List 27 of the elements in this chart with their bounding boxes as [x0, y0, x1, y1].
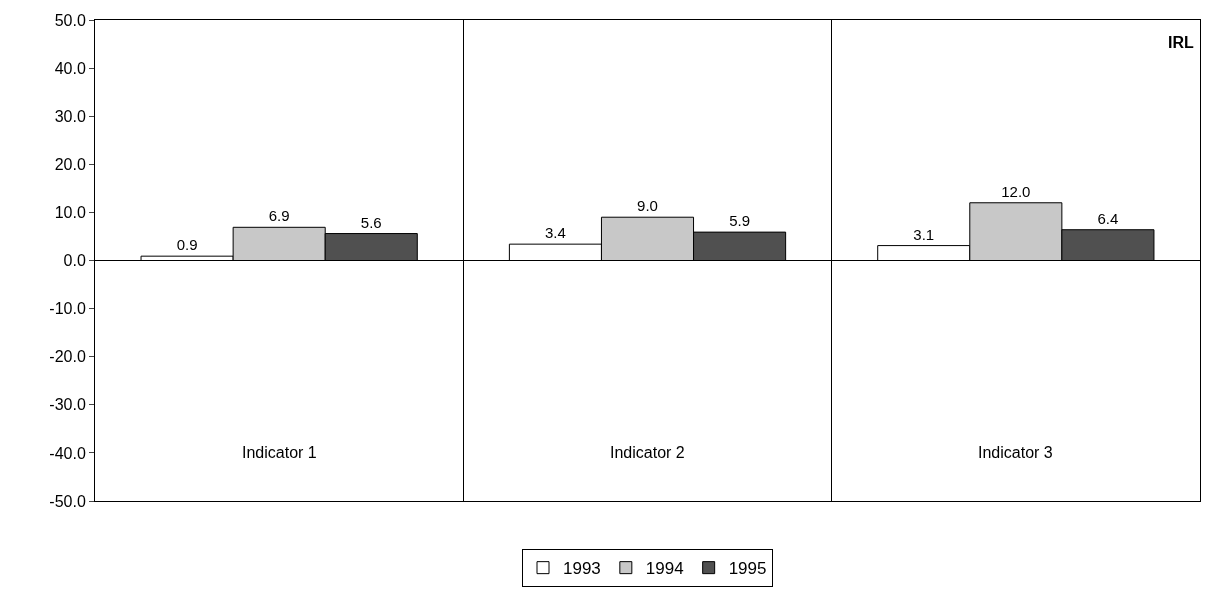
text: 6.9	[268, 207, 290, 225]
legend-label: 1994	[645, 559, 684, 579]
x-tick-label: Indicator 2	[610, 444, 685, 461]
text: 3.4	[544, 224, 566, 242]
text: 5.6	[360, 213, 382, 231]
text: 5.9	[729, 212, 751, 230]
annotation: IRL	[1168, 34, 1194, 51]
y-tick-label: 40.0	[54, 59, 86, 77]
y-tick-label: -10.0	[49, 300, 86, 318]
x-tick-label: Indicator 1	[242, 444, 317, 461]
legend-label: 1995	[728, 559, 767, 579]
y-tick-label: -50.0	[49, 492, 86, 510]
y-tick-label: -40.0	[49, 444, 86, 462]
text: 9.0	[637, 197, 658, 215]
legend-label: 1993	[563, 559, 601, 579]
x-tick-label: Indicator 3	[978, 444, 1053, 461]
y-tick-label: 10.0	[54, 204, 86, 221]
text: 6.4	[1097, 209, 1119, 227]
y-tick-label: -20.0	[49, 348, 86, 366]
y-tick-label: 30.0	[54, 107, 86, 125]
y-tick-label: 50.0	[54, 11, 86, 29]
y-tick-label: 20.0	[54, 155, 86, 173]
text: 3.1	[913, 225, 935, 243]
y-tick-label: 0.0	[63, 252, 86, 270]
y-tick-label: -30.0	[49, 396, 86, 414]
text: 12.0	[1001, 182, 1031, 200]
text: 0.9	[176, 236, 198, 254]
